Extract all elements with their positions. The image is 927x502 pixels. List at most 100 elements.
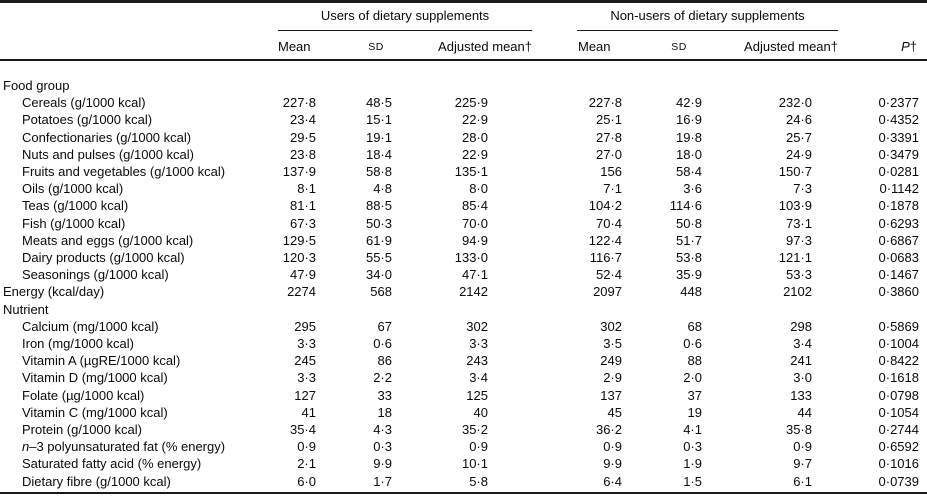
cell-value: 0·6867 xyxy=(878,232,919,248)
row-label: Vitamin A (µgRE/1000 kcal) xyxy=(22,353,181,369)
table-row: Fruits and vegetables (g/1000 kcal) 137·9… xyxy=(0,163,927,180)
cell-value: 35·4 xyxy=(289,422,316,437)
cell-value: 127 xyxy=(294,387,316,403)
cell-value: 50·8 xyxy=(675,215,702,231)
cell-value: 122·4 xyxy=(588,232,622,248)
cell-value: 3·3 xyxy=(297,336,316,351)
table-row: Energy (kcal/day) 2274 568 2142 2097 448 2102 0… xyxy=(0,283,927,300)
table-row: Iron (mg/1000 kcal) 3·3 0·6 3·3 3·5 0·6 3·4 0·1… xyxy=(0,335,927,352)
cell-value: 116·7 xyxy=(589,250,622,265)
row-label: n–3 polyunsaturated fat (% energy) xyxy=(22,439,226,455)
table-row: Fish (g/1000 kcal) 67·3 50·3 70·0 70·4 50·8 73… xyxy=(0,215,927,232)
cell-value: 27·8 xyxy=(595,129,622,145)
cell-value: 22·9 xyxy=(461,112,488,128)
cell-value: 37 xyxy=(687,387,702,403)
cell-value: 35·9 xyxy=(675,267,702,283)
cell-value: 0·8422 xyxy=(878,353,919,369)
table-row: Folate (µg/1000 kcal) 127 33 125 137 37 133 0·0… xyxy=(0,387,927,404)
cell-value: 0·3 xyxy=(683,439,702,455)
cell-value: 137 xyxy=(600,387,622,403)
cell-value: 10·1 xyxy=(461,456,488,472)
cell-value: 53·8 xyxy=(675,250,702,265)
cell-value: 7·3 xyxy=(793,181,812,197)
cell-value: 2·9 xyxy=(603,370,622,386)
row-label: Protein (g/1000 kcal) xyxy=(22,422,142,437)
group-header-users: Users of dietary supplements xyxy=(278,5,532,31)
cell-value: 302 xyxy=(466,318,488,334)
cell-value: 133·0 xyxy=(454,250,488,265)
cell-value: 3·3 xyxy=(297,370,316,386)
cell-value: 3·3 xyxy=(469,336,488,351)
cell-value: 68 xyxy=(687,318,702,334)
row-label: Teas (g/1000 kcal) xyxy=(22,198,129,214)
table-row: Food group xyxy=(0,77,927,94)
cell-value: 0·6 xyxy=(683,336,702,351)
cell-value: 0·6 xyxy=(373,336,392,351)
cell-value: 27·0 xyxy=(595,146,622,162)
cell-value: 4·3 xyxy=(373,422,392,437)
cell-value: 35·8 xyxy=(785,422,812,437)
cell-value: 36·2 xyxy=(595,422,622,437)
cell-value: 3·4 xyxy=(469,370,488,386)
table-row: Calcium (mg/1000 kcal) 295 67 302 302 68 298 0·… xyxy=(0,318,927,335)
cell-value: 243 xyxy=(466,353,488,369)
cell-value: 4·8 xyxy=(373,181,392,197)
table-bottom-rule xyxy=(0,492,927,494)
cell-value: 58·4 xyxy=(675,164,702,179)
cell-value: 28·0 xyxy=(461,129,488,145)
header-bottom-rule xyxy=(0,59,927,61)
cell-value: 1·5 xyxy=(683,473,702,489)
cell-value: 85·4 xyxy=(461,198,488,214)
table-row: Dairy products (g/1000 kcal) 120·3 55·5 133… xyxy=(0,249,927,266)
cell-value: 0·1467 xyxy=(878,267,919,283)
table-row: Nuts and pulses (g/1000 kcal) 23·8 18·4 22·… xyxy=(0,146,927,163)
cell-value: 40 xyxy=(473,404,488,420)
cell-value: 0·0281 xyxy=(878,164,919,179)
cell-value: 0·4352 xyxy=(878,112,919,128)
cell-value: 245 xyxy=(294,353,316,369)
table-row: Seasonings (g/1000 kcal) 47·9 34·0 47·1 52·4… xyxy=(0,266,927,283)
row-label: Energy (kcal/day) xyxy=(3,284,105,300)
cell-value: 448 xyxy=(680,284,702,300)
cell-value: 125 xyxy=(466,387,488,403)
cell-value: 1·7 xyxy=(373,473,392,489)
cell-value: 0·2744 xyxy=(878,422,919,437)
cell-value: 9·9 xyxy=(603,456,622,472)
cell-value: 3·0 xyxy=(793,370,812,386)
cell-value: 225·9 xyxy=(454,95,488,111)
row-label: Seasonings (g/1000 kcal) xyxy=(22,267,169,283)
cell-value: 249 xyxy=(600,353,622,369)
cell-value: 24·9 xyxy=(785,146,812,162)
cell-value: 156 xyxy=(600,164,622,179)
cell-value: 0·3 xyxy=(373,439,392,455)
cell-value: 24·6 xyxy=(785,112,812,128)
table-row: Cereals (g/1000 kcal) 227·8 48·5 225·9 227·8… xyxy=(0,94,927,111)
cell-value: 0·1878 xyxy=(878,198,919,214)
cell-value: 61·9 xyxy=(365,232,392,248)
cell-value: 7·1 xyxy=(603,181,622,197)
cell-value: 0·9 xyxy=(793,439,812,455)
cell-value: 18 xyxy=(377,404,392,420)
cell-value: 6·0 xyxy=(297,473,316,489)
table-row: Teas (g/1000 kcal) 81·1 88·5 85·4 104·2 114·6… xyxy=(0,197,927,214)
cell-value: 88·5 xyxy=(365,198,392,214)
table-row: Dietary fibre (g/1000 kcal) 6·0 1·7 5·8 6·4 1… xyxy=(0,473,927,490)
cell-value: 232·0 xyxy=(778,95,812,111)
table-row: Oils (g/1000 kcal) 8·1 4·8 8·0 7·1 3·6 7·3 0·11… xyxy=(0,180,927,197)
table-row: Saturated fatty acid (% energy) 2·1 9·9 10·… xyxy=(0,455,927,472)
cell-value: 9·9 xyxy=(373,456,392,472)
cell-value: 2·1 xyxy=(297,456,316,472)
cell-value: 47·9 xyxy=(289,267,316,283)
cell-value: 41 xyxy=(301,404,316,420)
table-row: Protein (g/1000 kcal) 35·4 4·3 35·2 36·2 4·1 3… xyxy=(0,421,927,438)
cell-value: 0·5869 xyxy=(878,318,919,334)
cell-value: 0·0798 xyxy=(878,387,919,403)
cell-value: 45 xyxy=(607,404,622,420)
column-header-nonusers-adjusted-mean: Adjusted mean† xyxy=(744,39,838,54)
table-top-rule xyxy=(0,0,927,3)
cell-value: 133 xyxy=(790,387,812,403)
cell-value: 51·7 xyxy=(675,232,702,248)
cell-value: 5·8 xyxy=(469,473,488,489)
row-label: Vitamin C (mg/1000 kcal) xyxy=(22,404,168,420)
